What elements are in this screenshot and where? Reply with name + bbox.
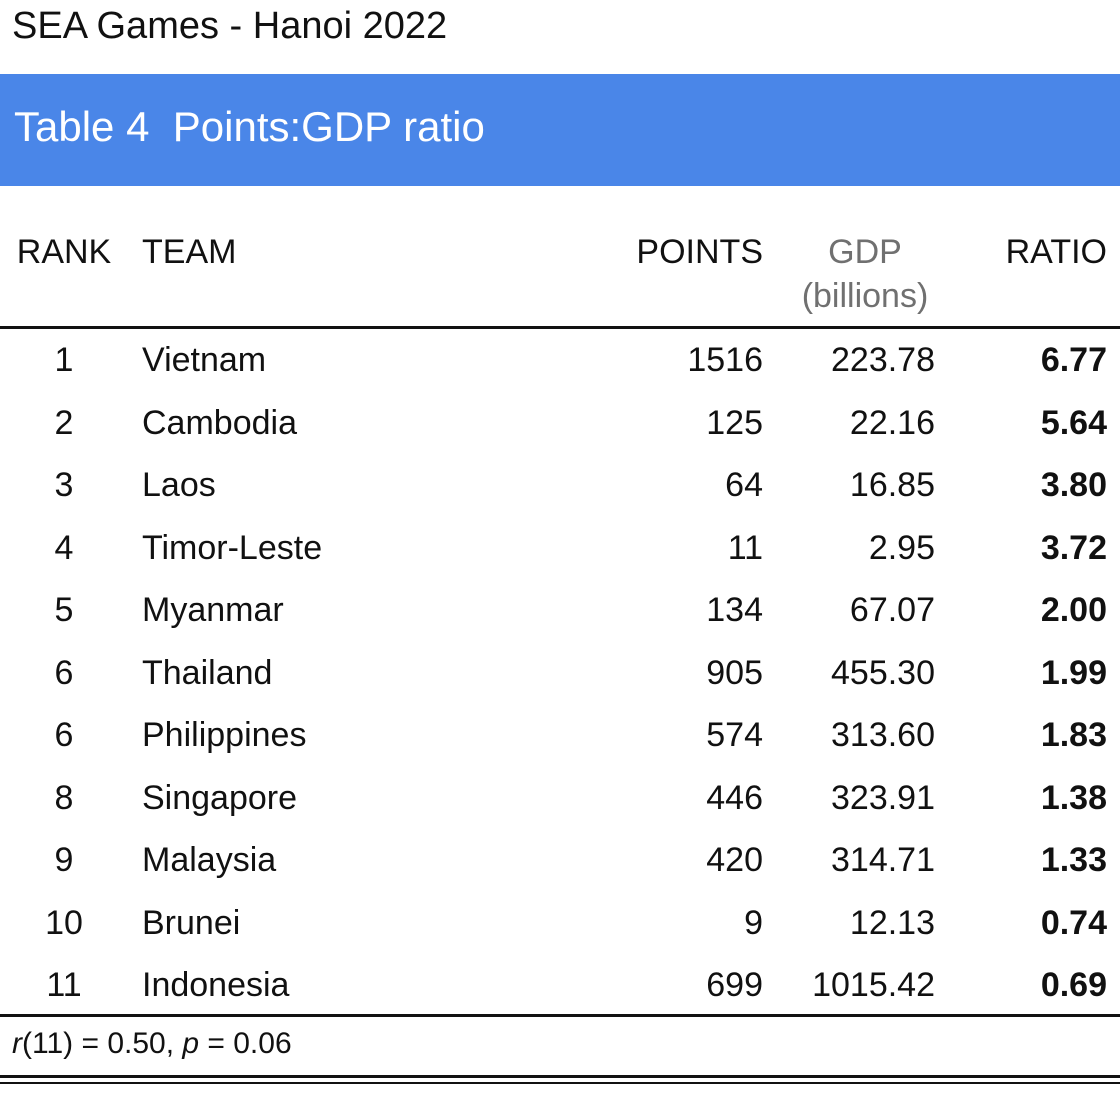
cell-rank: 6 (54, 716, 74, 754)
table-row: 9 Malaysia 420 314.71 1.33 (0, 838, 1120, 901)
footnote-p-value: = 0.06 (199, 1027, 292, 1060)
cell-gdp: 314.71 (831, 841, 935, 879)
cell-points: 64 (725, 466, 763, 504)
cell-rank: 1 (54, 341, 74, 379)
cell-points: 9 (744, 903, 763, 942)
cell-points: 446 (706, 778, 763, 817)
cell-gdp: 67.07 (849, 591, 935, 629)
cell-ratio: 2.00 (1040, 591, 1107, 629)
cell-rank: 3 (54, 466, 74, 504)
page-title: SEA Games - Hanoi 2022 (12, 5, 448, 47)
cell-team: Malaysia (142, 841, 277, 879)
cell-ratio: 3.72 (1040, 528, 1107, 567)
table-row: 6 Thailand 905 455.30 1.99 (0, 651, 1120, 714)
header-ratio: RATIO (1005, 233, 1107, 271)
cell-ratio: 0.74 (1040, 903, 1107, 942)
table-row: 1 Vietnam 1516 223.78 6.77 (0, 338, 1120, 401)
correlation-footnote: r(11) = 0.50, p = 0.06 (12, 1024, 292, 1064)
footnote-p-symbol: p (182, 1027, 200, 1060)
cell-rank: 6 (54, 653, 74, 692)
cell-ratio: 1.38 (1040, 778, 1107, 817)
header-team: TEAM (142, 233, 237, 271)
cell-rank: 2 (54, 403, 74, 442)
table-row: 4 Timor-Leste 11 2.95 3.72 (0, 526, 1120, 589)
closing-rule-top (0, 1075, 1120, 1078)
cell-gdp: 455.30 (831, 653, 935, 692)
cell-points: 420 (706, 841, 763, 879)
cell-team: Cambodia (142, 403, 297, 442)
table-row: 11 Indonesia 699 1015.42 0.69 (0, 963, 1120, 1026)
cell-ratio: 6.77 (1040, 341, 1107, 379)
cell-ratio: 5.64 (1040, 403, 1107, 442)
table-row: 10 Brunei 9 12.13 0.74 (0, 901, 1120, 964)
table-title: Points:GDP ratio (172, 103, 485, 150)
cell-points: 134 (706, 591, 763, 629)
cell-rank: 10 (45, 903, 83, 942)
header-gdp: GDP (billions) (790, 230, 940, 318)
cell-ratio: 0.69 (1040, 966, 1107, 1004)
cell-team: Indonesia (142, 966, 290, 1004)
cell-gdp: 323.91 (831, 778, 935, 817)
cell-rank: 11 (46, 966, 82, 1004)
table-caption: Table 4 Points:GDP ratio (14, 102, 485, 152)
cell-gdp: 16.85 (849, 466, 935, 504)
cell-points: 125 (706, 403, 763, 442)
cell-points: 574 (706, 716, 763, 754)
cell-gdp: 2.95 (868, 528, 935, 567)
footnote-r-value: (11) = 0.50, (22, 1027, 183, 1060)
cell-team: Timor-Leste (142, 528, 323, 567)
cell-points: 11 (727, 528, 763, 567)
table-row: 2 Cambodia 125 22.16 5.64 (0, 401, 1120, 464)
cell-team: Brunei (142, 903, 241, 942)
table-row: 5 Myanmar 134 67.07 2.00 (0, 588, 1120, 651)
header-gdp-line2: (billions) (801, 277, 929, 315)
table-row: 6 Philippines 574 313.60 1.83 (0, 713, 1120, 776)
cell-team: Laos (142, 466, 216, 504)
cell-gdp: 22.16 (849, 403, 935, 442)
cell-points: 699 (706, 966, 763, 1004)
table-bottom-rule (0, 1014, 1120, 1017)
table-row: 3 Laos 64 16.85 3.80 (0, 463, 1120, 526)
closing-rule-bottom (0, 1082, 1120, 1084)
cell-rank: 5 (54, 591, 74, 629)
cell-ratio: 1.99 (1040, 653, 1107, 692)
cell-ratio: 3.80 (1040, 466, 1107, 504)
cell-points: 1516 (687, 341, 763, 379)
cell-rank: 8 (54, 778, 74, 817)
cell-team: Philippines (142, 716, 307, 754)
cell-gdp: 313.60 (831, 716, 935, 754)
cell-team: Myanmar (142, 591, 284, 629)
cell-ratio: 1.33 (1040, 841, 1107, 879)
cell-rank: 9 (54, 841, 74, 879)
footnote-r-symbol: r (12, 1027, 22, 1060)
cell-team: Singapore (142, 778, 298, 817)
header-rank: RANK (16, 233, 112, 271)
table-banner: Table 4 Points:GDP ratio (0, 74, 1120, 186)
cell-points: 905 (706, 653, 763, 692)
cell-gdp: 1015.42 (812, 966, 935, 1004)
cell-ratio: 1.83 (1040, 716, 1107, 754)
cell-gdp: 223.78 (831, 341, 935, 379)
table-label: Table 4 (14, 103, 150, 150)
cell-team: Vietnam (142, 341, 267, 379)
cell-rank: 4 (54, 528, 74, 567)
table-header: RANK TEAM POINTS GDP (billions) RATIO (0, 230, 1120, 328)
cell-gdp: 12.13 (849, 903, 935, 942)
header-points: POINTS (636, 233, 763, 271)
header-gdp-line1: GDP (828, 233, 902, 271)
cell-team: Thailand (142, 653, 273, 692)
table-row: 8 Singapore 446 323.91 1.38 (0, 776, 1120, 839)
header-rule (0, 326, 1120, 329)
